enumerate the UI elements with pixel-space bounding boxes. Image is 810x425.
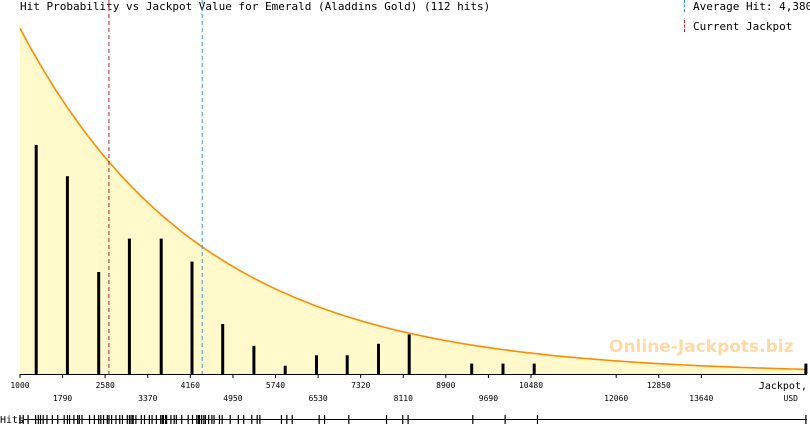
x-tick-label: 7320	[351, 381, 370, 390]
bar	[127, 238, 131, 374]
legend-current-label: Current Jackpot	[693, 20, 793, 33]
bar	[501, 363, 505, 374]
legend-average-hit: Average Hit: 4,380	[684, 0, 810, 13]
bar	[470, 363, 474, 374]
x-axis: 1000 1790 2580 3370 4160 4950 5740 6530 7320 8110…	[10, 374, 807, 403]
bar	[532, 363, 536, 374]
x-tick-label: 2580	[96, 381, 115, 390]
legend-current-jackpot: Current Jackpot	[684, 20, 810, 33]
bars	[34, 144, 808, 374]
x-tick-label: 8110	[394, 394, 413, 403]
bar	[159, 238, 163, 374]
legend-current-swatch	[684, 20, 685, 32]
bar	[190, 261, 194, 374]
x-tick-label: 1000	[10, 381, 29, 390]
x-tick-label: 1790	[53, 394, 72, 403]
chart-title: Hit Probability vs Jackpot Value for Eme…	[20, 0, 491, 13]
bar	[34, 144, 38, 374]
bar	[345, 355, 349, 374]
bar	[252, 345, 256, 374]
x-tick-label: 5740	[266, 381, 285, 390]
curve-line	[19, 27, 808, 371]
x-tick-label: 4950	[223, 394, 242, 403]
x-tick-label: 12850	[647, 381, 671, 390]
hits-rug: Hits	[0, 415, 807, 425]
bar	[221, 324, 225, 374]
x-tick-label: 8900	[436, 381, 455, 390]
curve-fill	[20, 28, 807, 375]
bar	[407, 334, 411, 374]
legend-average-swatch	[684, 0, 685, 12]
bar	[65, 176, 69, 374]
x-tick-label: 12060	[604, 394, 628, 403]
x-tick-label: 4160	[181, 381, 200, 390]
x-tick-label: 6530	[308, 394, 327, 403]
x-axis-label: Jackpot,	[759, 381, 807, 392]
bar	[97, 272, 101, 374]
x-tick-label: 10480	[519, 381, 543, 390]
curve-area	[19, 27, 808, 375]
x-tick-label: 13640	[689, 394, 713, 403]
bar	[315, 355, 318, 374]
x-tick-label: 3370	[138, 394, 157, 403]
bar	[804, 363, 808, 374]
bar	[283, 365, 287, 374]
watermark: Online-Jackpots.biz	[609, 337, 794, 357]
x-axis-unit: USD	[784, 394, 799, 403]
x-tick-label: 9690	[479, 394, 498, 403]
hits-label: Hits	[0, 415, 24, 425]
bar	[377, 343, 380, 374]
legend-average-label: Average Hit: 4,380	[693, 0, 810, 13]
reference-lines	[108, 0, 203, 374]
